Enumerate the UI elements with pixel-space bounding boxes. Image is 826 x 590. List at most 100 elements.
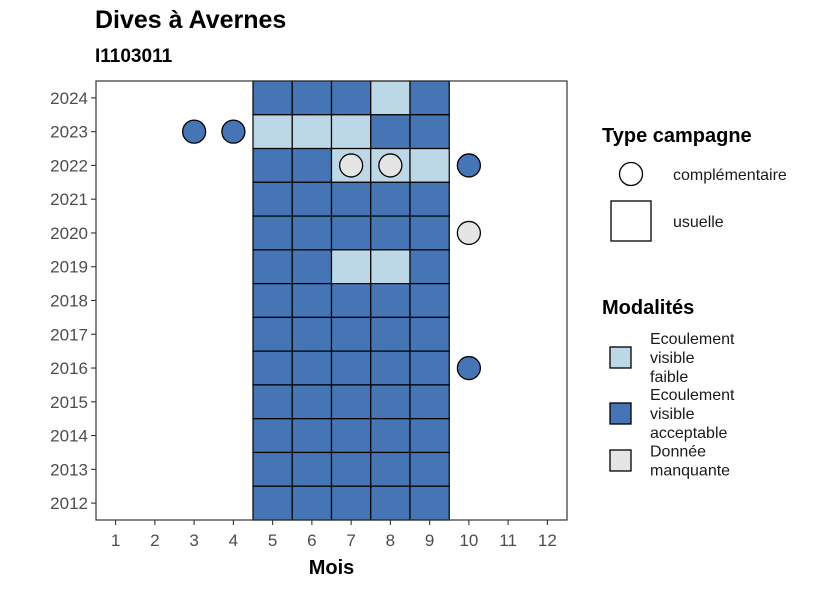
tile-2016-7 (330, 350, 372, 386)
tile-2021-9 (409, 181, 450, 217)
y-tick-label-2014: 2014 (50, 427, 88, 446)
legend-modalite-label-2: Donnée manquante (650, 444, 730, 480)
tile-2014-5 (252, 418, 293, 454)
tile-2019-8 (370, 249, 411, 285)
tile-2022-9 (409, 147, 450, 183)
tile-2020-6 (291, 215, 333, 251)
legend-type-label-0: complémentaire (673, 167, 787, 184)
tile-2015-8 (370, 384, 411, 420)
tile-2024-8 (370, 80, 411, 116)
tile-2018-6 (291, 283, 333, 318)
tile-2018-7 (330, 283, 372, 318)
tile-2019-6 (291, 249, 333, 285)
tile-2018-8 (370, 283, 411, 318)
tile-2012-9 (409, 485, 450, 521)
x-tick-label-10: 10 (459, 531, 478, 550)
point-2022-10 (456, 153, 482, 178)
x-tick-label-11: 11 (499, 531, 517, 550)
tile-2014-8 (370, 418, 411, 454)
y-tick-label-2018: 2018 (50, 292, 88, 311)
point-2022-7 (338, 153, 364, 178)
tile-2024-9 (409, 80, 450, 116)
tile-2019-9 (409, 249, 450, 285)
tile-2023-9 (409, 114, 450, 150)
tile-2021-5 (252, 181, 293, 217)
tile-2022-5 (252, 147, 293, 183)
tile-2016-8 (370, 350, 411, 386)
legend-square-swatch (610, 200, 652, 242)
tile-2016-9 (409, 350, 450, 386)
legend-circle-swatch (618, 161, 644, 187)
tile-2012-8 (370, 485, 411, 521)
x-tick-label-4: 4 (229, 531, 238, 550)
tile-2012-7 (330, 485, 372, 521)
tile-2012-5 (252, 485, 293, 521)
tile-2017-7 (330, 316, 372, 352)
tile-2013-9 (409, 451, 450, 487)
legend-type-title: Type campagne (602, 125, 752, 147)
tile-2020-7 (330, 215, 372, 251)
chart-title: Dives à Avernes (95, 6, 287, 34)
tile-2015-9 (409, 384, 450, 420)
legend-modalite-swatch-1 (609, 402, 632, 425)
chart-subtitle: I1103011 (95, 46, 173, 67)
point-2023-3 (181, 119, 207, 144)
tile-2014-6 (291, 418, 333, 454)
x-tick-label-7: 7 (346, 531, 355, 550)
y-tick-label-2021: 2021 (50, 190, 88, 209)
tile-2022-6 (291, 147, 333, 183)
tile-2019-5 (252, 249, 293, 285)
y-tick-label-2013: 2013 (50, 460, 88, 479)
y-tick-label-2019: 2019 (50, 258, 88, 277)
tile-2017-9 (409, 316, 450, 352)
tile-2013-5 (252, 451, 293, 487)
legend-modalite-swatch-0 (609, 346, 632, 369)
x-tick-label-6: 6 (307, 531, 316, 550)
tile-2020-5 (252, 215, 293, 251)
tile-2019-7 (330, 249, 372, 285)
x-tick-label-5: 5 (268, 531, 277, 550)
x-tick-label-3: 3 (189, 531, 198, 550)
tile-2013-8 (370, 451, 411, 487)
point-2022-8 (378, 153, 403, 178)
legend-modalite-label-1: Ecoulement visible acceptable (650, 387, 735, 442)
tile-2021-7 (330, 181, 372, 217)
tile-2016-6 (291, 350, 333, 386)
tile-2015-5 (252, 384, 293, 420)
tile-2023-5 (252, 114, 293, 150)
legend-modalite-swatch-2 (609, 449, 632, 472)
tile-2017-8 (370, 316, 411, 352)
tile-2024-7 (330, 80, 372, 116)
tile-2017-6 (291, 316, 333, 352)
tile-2017-5 (252, 316, 293, 352)
legend-modalites-title: Modalités (602, 297, 694, 319)
tile-2015-7 (330, 384, 372, 420)
x-tick-label-1: 1 (111, 531, 120, 550)
tile-2021-8 (370, 181, 411, 217)
legend-modalite-label-0: Ecoulement visible faible (650, 331, 735, 386)
tile-2015-6 (291, 384, 333, 420)
tile-2021-6 (291, 181, 333, 217)
tile-2013-7 (330, 451, 372, 487)
tile-2013-6 (291, 451, 333, 487)
tile-2024-6 (291, 80, 333, 116)
point-2016-10 (456, 355, 482, 381)
tile-2014-7 (330, 418, 372, 454)
legend-type-label-1: usuelle (673, 214, 724, 231)
tile-2023-8 (370, 114, 411, 150)
tile-2014-9 (409, 418, 450, 454)
tile-2023-6 (291, 114, 333, 150)
tile-2020-8 (370, 215, 411, 251)
x-axis-title: Mois (309, 557, 355, 579)
point-2023-4 (221, 119, 246, 144)
y-tick-label-2023: 2023 (50, 123, 88, 142)
tile-2018-5 (252, 283, 293, 318)
tile-2012-6 (291, 485, 333, 521)
tile-2024-5 (252, 80, 293, 116)
y-tick-label-2015: 2015 (50, 393, 88, 412)
tile-2020-9 (409, 215, 450, 251)
y-tick-label-2020: 2020 (50, 224, 88, 243)
y-tick-label-2017: 2017 (50, 325, 88, 344)
x-tick-label-9: 9 (425, 531, 434, 550)
